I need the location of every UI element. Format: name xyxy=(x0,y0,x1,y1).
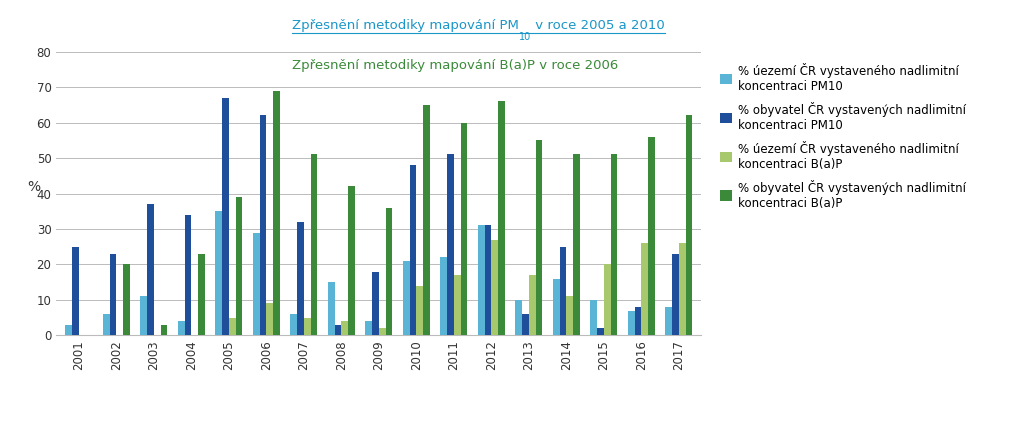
Bar xyxy=(253,233,260,335)
Bar xyxy=(492,240,498,335)
Bar xyxy=(310,154,317,335)
Bar xyxy=(417,286,423,335)
Bar xyxy=(679,243,686,335)
Bar xyxy=(573,154,580,335)
Bar xyxy=(628,310,635,335)
Bar xyxy=(423,105,430,335)
Bar xyxy=(529,275,536,335)
Bar xyxy=(379,329,386,335)
Bar xyxy=(304,318,310,335)
Bar xyxy=(341,321,348,335)
Bar xyxy=(222,98,228,335)
Bar xyxy=(591,300,597,335)
Bar xyxy=(610,154,617,335)
Bar xyxy=(522,314,529,335)
Bar xyxy=(297,222,304,335)
Bar xyxy=(484,225,492,335)
Bar xyxy=(597,329,604,335)
Y-axis label: %: % xyxy=(28,179,40,194)
Bar xyxy=(410,165,417,335)
Bar xyxy=(566,296,573,335)
Bar xyxy=(123,264,130,335)
Bar xyxy=(178,321,184,335)
Bar xyxy=(478,225,484,335)
Bar xyxy=(666,307,672,335)
Bar xyxy=(260,116,266,335)
Bar xyxy=(604,264,610,335)
Bar xyxy=(236,197,243,335)
Bar xyxy=(72,247,79,335)
Bar xyxy=(386,208,392,335)
Bar xyxy=(461,123,467,335)
Bar xyxy=(140,296,147,335)
Bar xyxy=(110,254,117,335)
Bar xyxy=(273,91,280,335)
Text: 10: 10 xyxy=(519,32,530,42)
Bar xyxy=(635,307,641,335)
Bar xyxy=(454,275,461,335)
Bar xyxy=(215,211,222,335)
Bar xyxy=(498,101,505,335)
Bar xyxy=(440,257,447,335)
Bar xyxy=(66,325,72,335)
Bar xyxy=(147,204,154,335)
Bar xyxy=(686,116,692,335)
Bar xyxy=(536,140,543,335)
Bar xyxy=(335,325,341,335)
Bar xyxy=(228,318,236,335)
Bar xyxy=(641,243,648,335)
Text: v roce 2005 a 2010: v roce 2005 a 2010 xyxy=(530,19,665,32)
Text: Zpřesnění metodiky mapování B(a)P v roce 2006: Zpřesnění metodiky mapování B(a)P v roce… xyxy=(292,58,618,72)
Bar xyxy=(515,300,522,335)
Bar xyxy=(348,187,355,335)
Bar xyxy=(328,282,335,335)
Bar xyxy=(198,254,205,335)
Bar xyxy=(184,215,191,335)
Bar xyxy=(291,314,297,335)
Bar xyxy=(372,272,379,335)
Bar xyxy=(266,304,273,335)
Bar xyxy=(447,154,454,335)
Bar xyxy=(672,254,679,335)
Bar xyxy=(402,261,410,335)
Legend: % úezemí ČR vystaveného nadlimitní
koncentraci PM10, % obyvatel ČR vystavených n: % úezemí ČR vystaveného nadlimitní konce… xyxy=(720,63,966,210)
Bar xyxy=(102,314,110,335)
Bar xyxy=(560,247,566,335)
Bar xyxy=(553,279,560,335)
Bar xyxy=(161,325,167,335)
Bar xyxy=(648,137,655,335)
Bar xyxy=(366,321,372,335)
Text: Zpřesnění metodiky mapování PM: Zpřesnění metodiky mapování PM xyxy=(292,19,519,32)
